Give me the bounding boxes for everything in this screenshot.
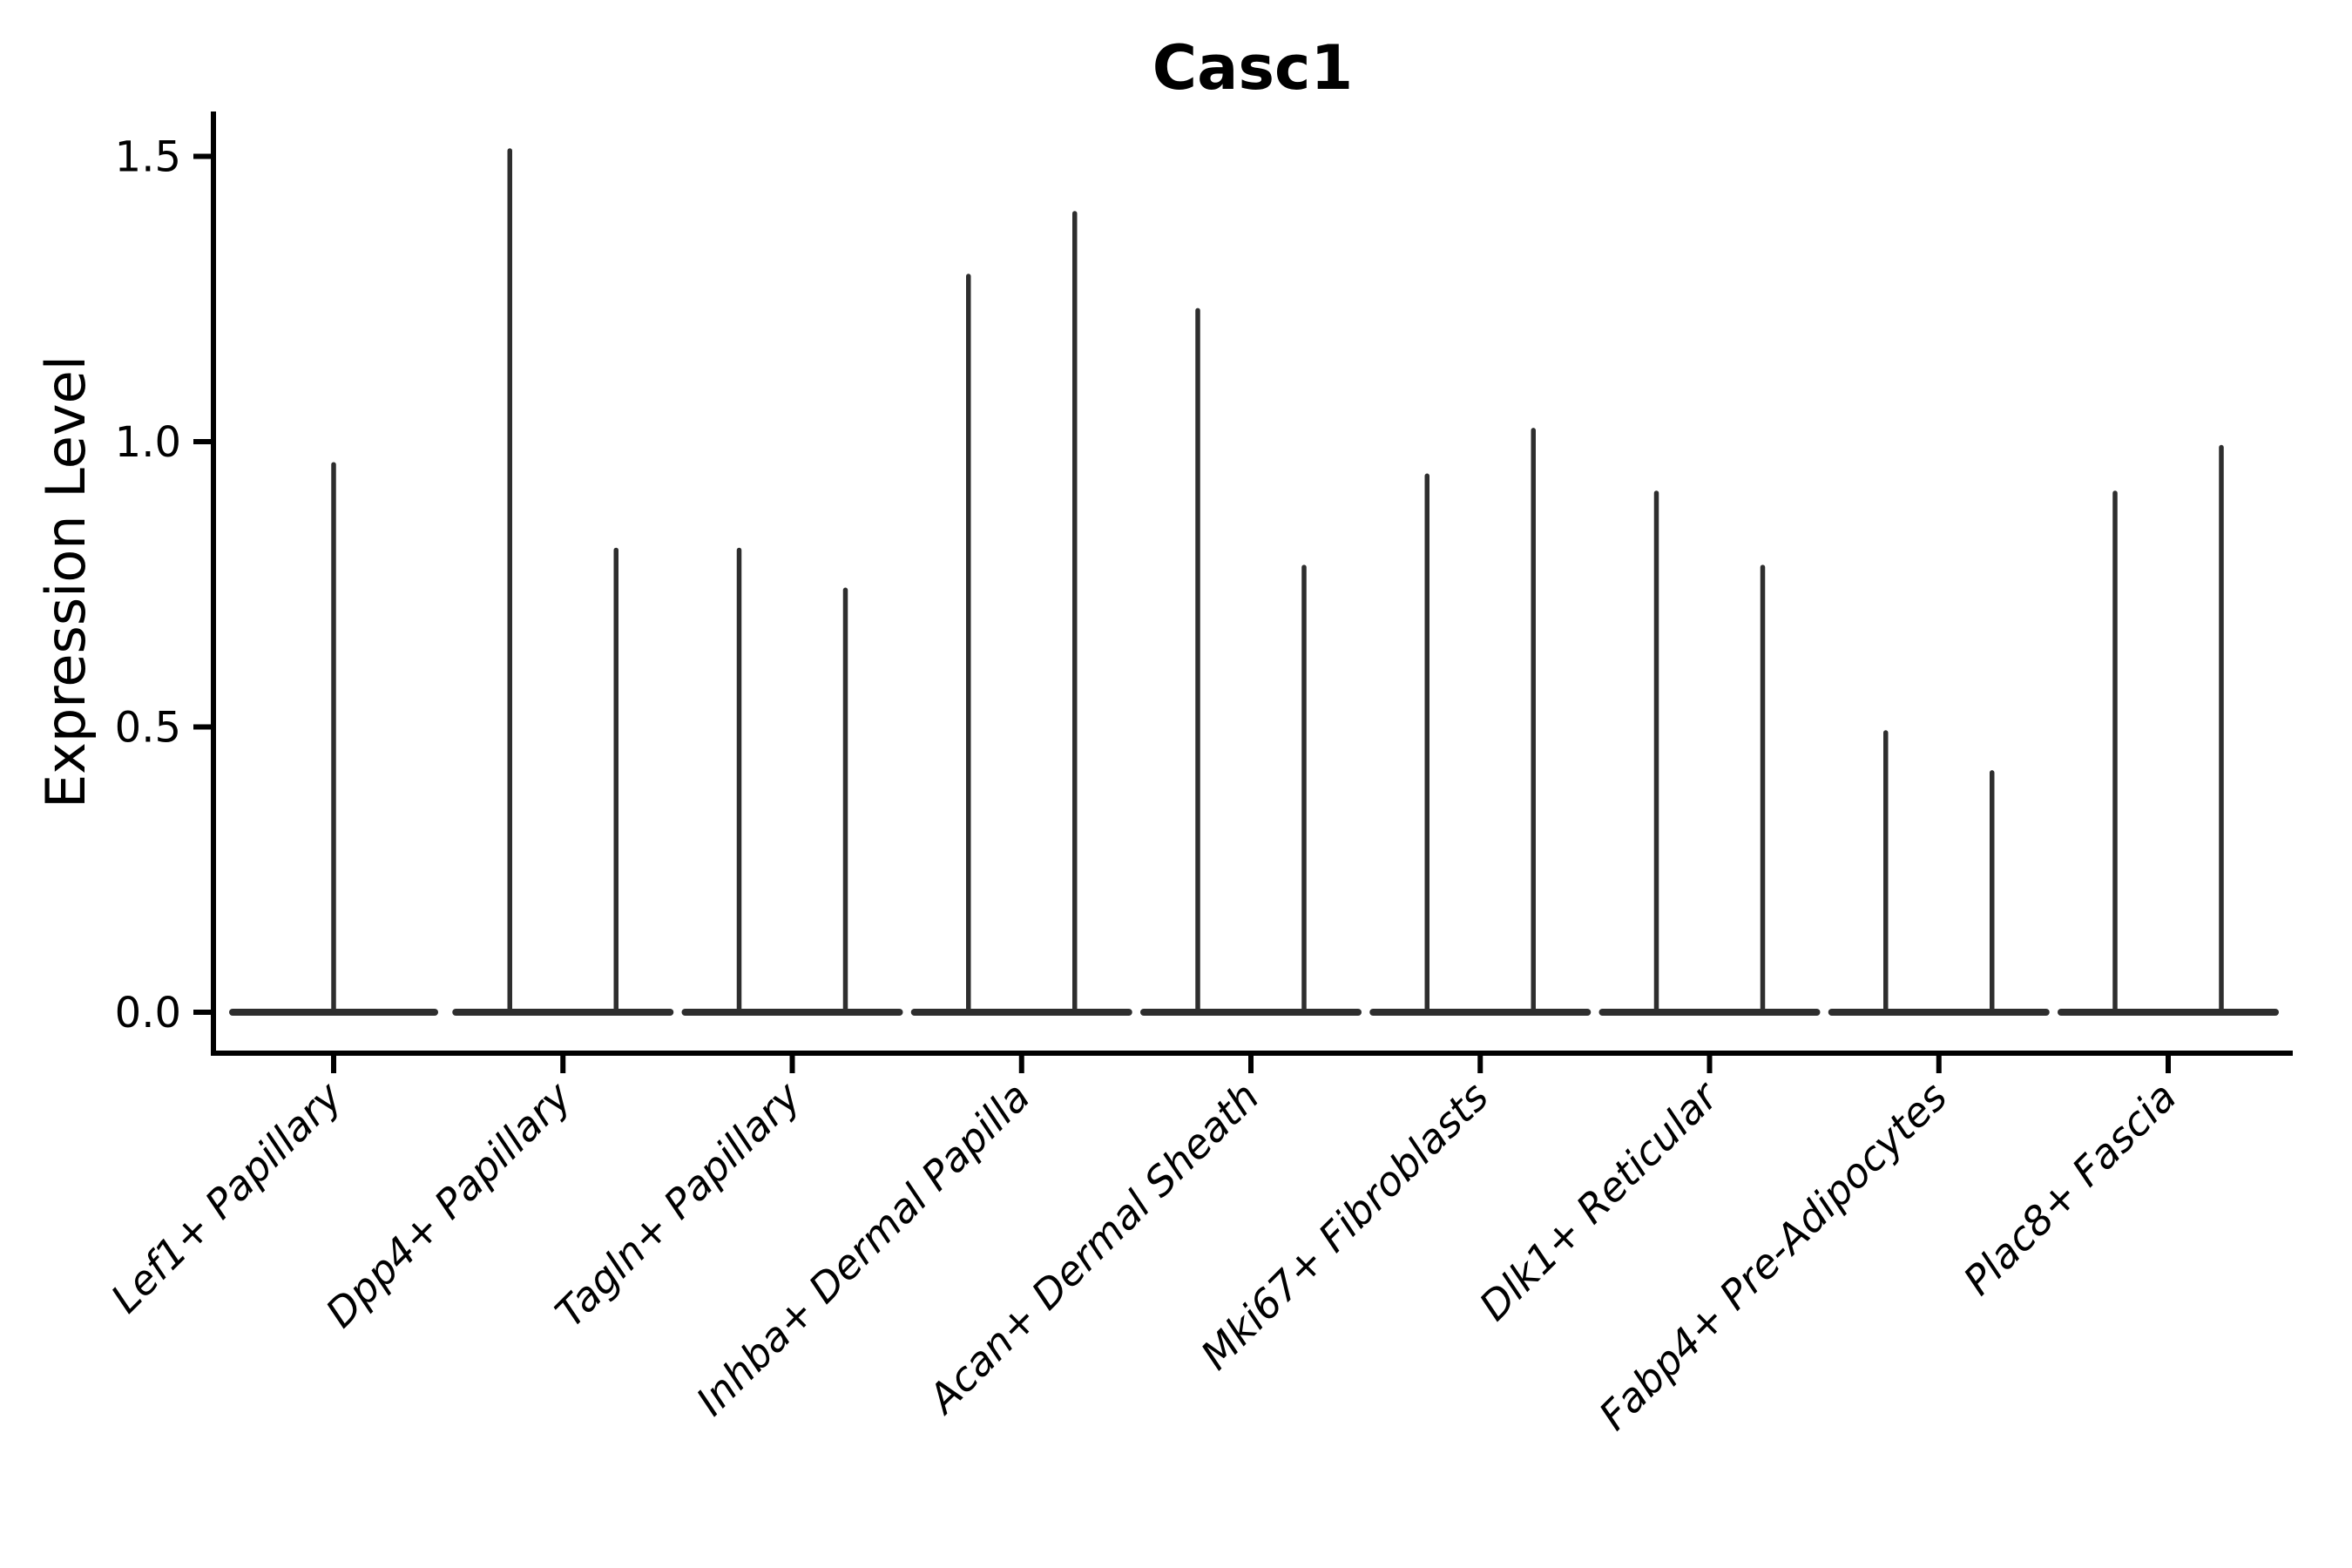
violin-group <box>452 148 674 1016</box>
violin-group <box>1598 490 1821 1016</box>
y-axis-label: Expression Level <box>34 355 98 808</box>
violin-group <box>681 547 903 1016</box>
y-tick-label: 0.5 <box>115 704 181 753</box>
chart-title: Casc1 <box>1152 32 1353 104</box>
x-tick-label: Dpp4+ Papillary <box>316 1072 580 1336</box>
y-tick-label: 0.0 <box>115 989 181 1037</box>
violin-layer <box>229 148 2279 1016</box>
violin-group <box>1828 730 2050 1016</box>
x-tick-label: Lef1+ Papillary <box>102 1072 351 1321</box>
x-tick-label: Plac8+ Fascia <box>1954 1073 2185 1304</box>
x-tick-label: Tagln+ Papillary <box>546 1072 810 1336</box>
x-tick-label: Dlk1+ Reticular <box>1470 1071 1729 1329</box>
violin-group <box>229 462 438 1016</box>
violin-group <box>1140 308 1362 1016</box>
violin-group <box>2058 444 2279 1016</box>
violin-group <box>910 211 1132 1016</box>
y-tick-label: 1.0 <box>115 418 181 467</box>
violin-group <box>1369 428 1592 1016</box>
y-tick-label: 1.5 <box>115 133 181 182</box>
